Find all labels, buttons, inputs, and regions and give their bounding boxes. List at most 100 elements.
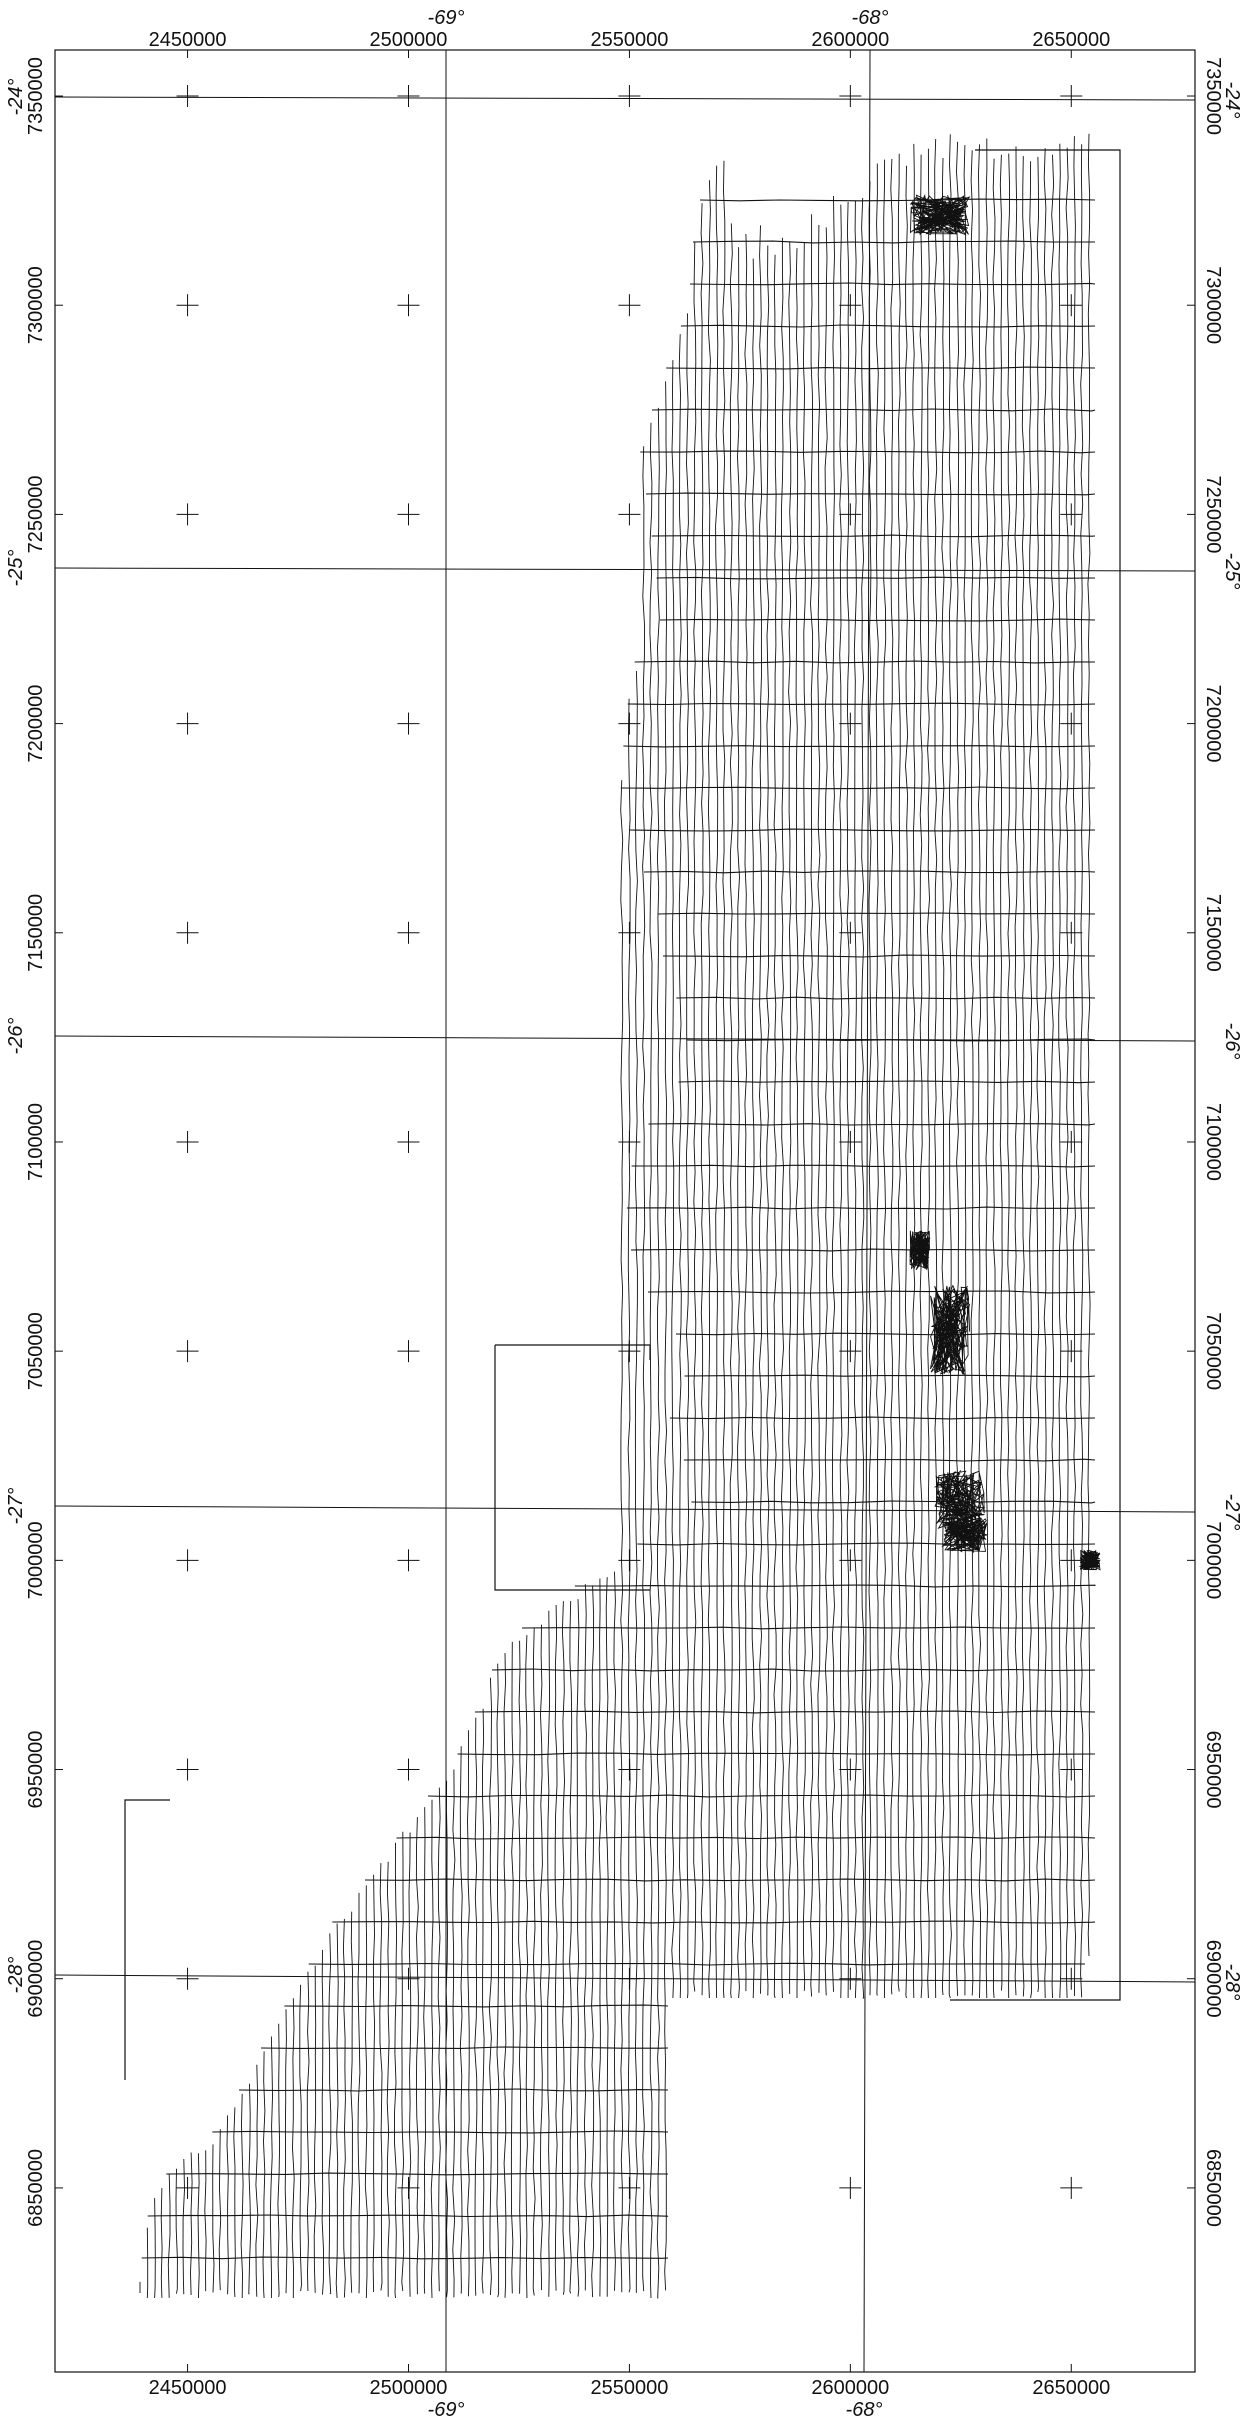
flight-line	[1051, 155, 1053, 1998]
tie-line	[142, 2257, 668, 2259]
flight-line	[278, 2024, 280, 2297]
tie-line	[648, 1124, 1095, 1125]
tie-line	[428, 1795, 1095, 1797]
flight-line	[635, 671, 637, 2293]
flight-line	[468, 1730, 470, 2296]
tie-line	[660, 619, 1095, 621]
axis-labels: 2450000245000025000002500000255000025500…	[5, 7, 1243, 2421]
latitude-label-right: -28°	[1221, 1964, 1243, 2001]
tie-line	[630, 829, 1095, 831]
northing-tick-label-left: 7200000	[25, 685, 47, 763]
flight-line	[1022, 156, 1024, 1996]
easting-tick-label-bottom: 2600000	[811, 2377, 889, 2399]
flight-line	[657, 408, 659, 2298]
flight-line	[1030, 161, 1032, 1998]
flight-line	[1066, 148, 1068, 1998]
northing-tick-label-right: 7250000	[1202, 475, 1224, 553]
flight-line	[796, 248, 798, 1998]
tie-line	[635, 661, 1095, 663]
flight-line	[723, 161, 725, 1998]
flight-line	[686, 313, 688, 1998]
flight-line	[365, 1885, 367, 2298]
flight-line	[898, 154, 900, 1992]
easting-tick-label-bottom: 2550000	[590, 2377, 668, 2399]
flight-line	[789, 242, 791, 1994]
flight-line	[884, 160, 886, 1998]
flight-line	[155, 2198, 156, 2298]
flight-line	[198, 2153, 199, 2298]
latitude-label-right: -24°	[1221, 82, 1243, 119]
flight-line	[942, 158, 944, 1995]
tie-line	[492, 1669, 1095, 1671]
noisy-line-cluster	[911, 195, 970, 234]
easting-tick-label-top: 2500000	[370, 29, 448, 51]
easting-tick-label-top: 2650000	[1032, 29, 1110, 51]
survey-block-boundary	[950, 150, 1120, 2000]
flight-line	[570, 1601, 572, 2293]
latitude-line	[55, 1036, 1195, 1041]
flight-line	[1008, 154, 1010, 1998]
tie-line	[646, 493, 1095, 495]
survey-tie-lines	[142, 199, 1095, 2259]
tie-line	[652, 409, 1095, 411]
flight-line	[584, 1584, 586, 2290]
map-frame	[55, 50, 1195, 2372]
flight-line	[314, 1966, 316, 2293]
flight-line	[395, 1843, 397, 2298]
flight-line	[213, 2144, 214, 2292]
flight-line	[643, 446, 645, 2291]
flight-line	[832, 196, 834, 1992]
tie-line	[148, 2215, 668, 2217]
flight-line	[358, 1893, 360, 2293]
tie-line	[575, 1585, 1095, 1587]
northing-tick-label-left: 7350000	[25, 57, 47, 135]
flight-line	[847, 202, 849, 1998]
flight-line	[774, 255, 776, 1998]
flight-line	[1073, 136, 1075, 1996]
flight-line	[672, 360, 674, 1998]
flight-line	[811, 214, 813, 1996]
tie-line	[679, 1081, 1096, 1083]
easting-tick-label-bottom: 2500000	[370, 2377, 448, 2399]
northing-tick-label-left: 7000000	[25, 1521, 47, 1599]
latitude-label-right: -26°	[1221, 1023, 1243, 1060]
tie-line	[261, 2047, 668, 2049]
flight-line	[599, 1579, 601, 2297]
flight-line	[905, 166, 907, 1998]
northing-tick-label-left: 7300000	[25, 266, 47, 344]
flight-line	[519, 1641, 521, 2294]
tie-line	[631, 1249, 1095, 1251]
flight-line	[665, 381, 667, 2290]
flight-line	[205, 2150, 206, 2291]
flight-line	[759, 225, 761, 1993]
grid-crosses	[177, 85, 1083, 2199]
flight-line	[935, 139, 937, 1998]
flight-line	[621, 780, 623, 2292]
flight-line	[854, 201, 856, 1998]
survey-block-boundary	[495, 1345, 650, 1590]
flight-line	[1000, 155, 1002, 1991]
flight-line	[497, 1664, 499, 2298]
flight-line	[964, 145, 966, 1995]
flight-line	[511, 1642, 513, 2293]
latitude-label-left: -25°	[5, 550, 27, 587]
flight-line	[782, 238, 784, 1998]
flight-line	[614, 1572, 616, 2291]
northing-tick-label-left: 6950000	[25, 1731, 47, 1809]
flight-line	[862, 198, 864, 1998]
flight-line	[351, 1912, 353, 2293]
flight-line	[460, 1746, 462, 2293]
tie-line	[693, 241, 1095, 243]
flight-line	[380, 1863, 382, 2290]
northing-tick-label-right: 7150000	[1202, 894, 1224, 972]
flight-line	[971, 150, 973, 1995]
flight-line	[825, 227, 827, 1995]
tie-line	[522, 1627, 1095, 1629]
latitude-label-left: -27°	[5, 1488, 27, 1525]
flight-line	[249, 2084, 251, 2294]
flight-line	[409, 1833, 411, 2297]
longitude-label-bottom: -68°	[846, 2399, 883, 2421]
flight-line	[752, 259, 754, 1998]
tie-line	[627, 1207, 1095, 1209]
